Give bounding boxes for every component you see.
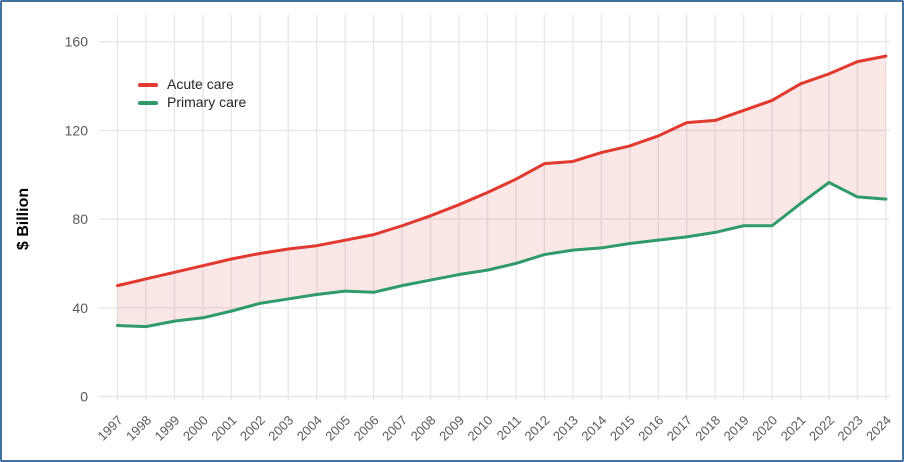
x-tick-label: 2024 bbox=[863, 413, 894, 444]
y-axis-title: $ Billion bbox=[15, 188, 32, 250]
y-tick-label: 0 bbox=[80, 389, 88, 405]
x-tick-label: 2001 bbox=[208, 413, 239, 444]
gap-band-area bbox=[117, 56, 886, 327]
x-tick-label: 2011 bbox=[494, 413, 524, 443]
y-tick-label: 40 bbox=[72, 300, 88, 316]
primary-care-line bbox=[116, 181, 888, 329]
x-tick-label: 2007 bbox=[379, 413, 410, 444]
legend-label-acute-care: Acute care bbox=[167, 76, 234, 92]
x-tick-label: 2021 bbox=[778, 413, 809, 444]
y-tick-label: 120 bbox=[65, 122, 89, 138]
x-tick-label: 2023 bbox=[835, 413, 866, 444]
legend-item-primary-care: Primary care bbox=[138, 95, 246, 110]
legend-label-primary-care: Primary care bbox=[167, 94, 247, 110]
chart-legend: Acute care Primary care bbox=[138, 77, 246, 110]
x-tick-label: 2002 bbox=[237, 413, 268, 444]
x-tick-label: 2018 bbox=[692, 413, 723, 444]
x-tick-label: 2010 bbox=[465, 413, 496, 444]
y-tick-label: 160 bbox=[65, 34, 89, 50]
x-tick-label: 2009 bbox=[436, 413, 467, 444]
x-tick-label: 2005 bbox=[322, 413, 353, 444]
y-tick-label: 80 bbox=[72, 211, 88, 227]
x-tick-label: 2012 bbox=[521, 413, 552, 444]
x-tick-label: 2022 bbox=[806, 413, 837, 444]
x-tick-label: 2017 bbox=[664, 413, 695, 444]
x-tick-label: 2000 bbox=[180, 413, 211, 444]
primary-care-line-swatch bbox=[138, 100, 158, 105]
x-tick-label: 2020 bbox=[749, 413, 780, 444]
x-tick-label: 2004 bbox=[294, 413, 325, 444]
x-tick-label: 2014 bbox=[578, 413, 609, 444]
acute-care-line bbox=[116, 54, 888, 288]
acute-care-line-swatch bbox=[138, 82, 158, 87]
legend-item-acute-care: Acute care bbox=[138, 77, 246, 92]
x-tick-label: 1997 bbox=[95, 413, 126, 444]
x-tick-label: 2016 bbox=[635, 413, 666, 444]
x-tick-label: 2008 bbox=[408, 413, 439, 444]
x-tick-label: 2013 bbox=[550, 413, 581, 444]
x-tick-label: 1999 bbox=[151, 413, 182, 444]
x-tick-label: 2019 bbox=[721, 413, 752, 444]
x-tick-label: 1998 bbox=[123, 413, 154, 444]
x-tick-label: 2015 bbox=[607, 413, 638, 444]
x-tick-label: 2006 bbox=[351, 413, 382, 444]
x-tick-label: 2003 bbox=[265, 413, 296, 444]
